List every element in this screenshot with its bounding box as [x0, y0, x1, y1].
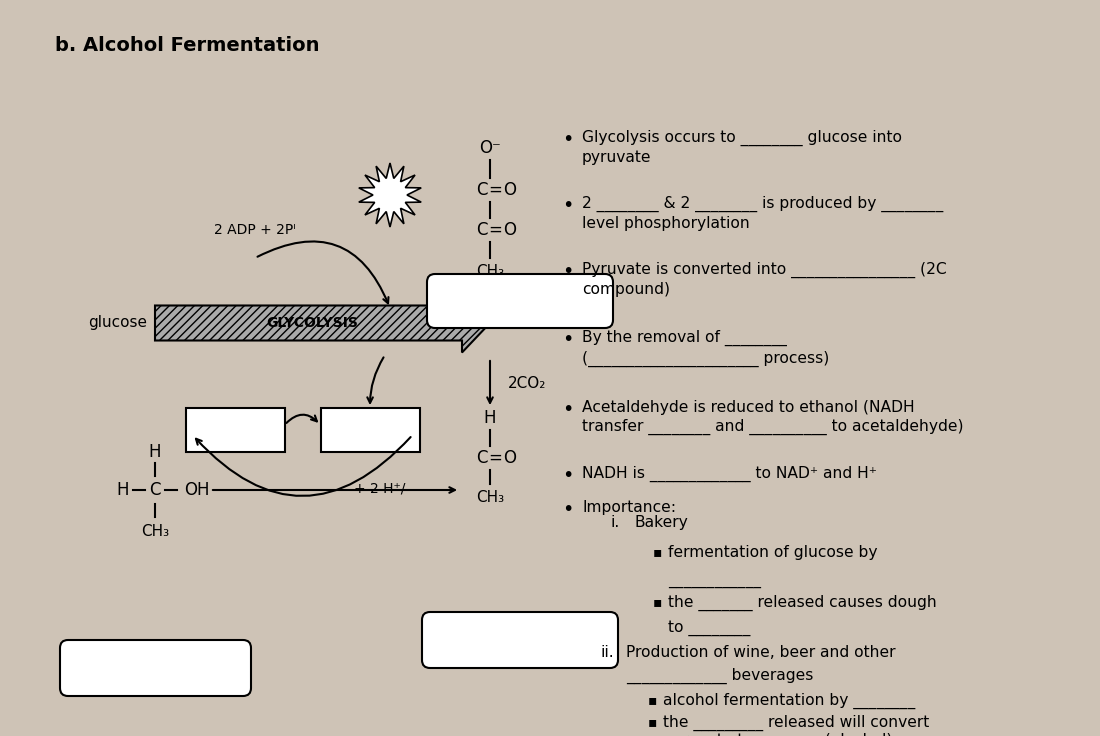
Text: H: H — [484, 409, 496, 427]
FancyBboxPatch shape — [186, 408, 285, 452]
Text: Importance:: Importance: — [582, 500, 676, 515]
Text: •: • — [562, 196, 573, 215]
Text: glucose: glucose — [88, 316, 147, 330]
Text: 2CO₂: 2CO₂ — [508, 375, 547, 391]
Text: alcohol fermentation by ________: alcohol fermentation by ________ — [663, 693, 915, 710]
Text: the _______ released causes dough: the _______ released causes dough — [668, 595, 937, 611]
Text: pyruvate to ________ (alcohol): pyruvate to ________ (alcohol) — [663, 733, 892, 736]
FancyBboxPatch shape — [320, 408, 419, 452]
Text: Acetaldehyde is reduced to ethanol (NADH
transfer ________ and __________ to ace: Acetaldehyde is reduced to ethanol (NADH… — [582, 400, 964, 436]
Text: CH₃: CH₃ — [476, 264, 504, 280]
Text: ▪: ▪ — [653, 595, 662, 609]
Text: =: = — [488, 449, 502, 467]
Text: ____________: ____________ — [668, 573, 761, 588]
FancyBboxPatch shape — [427, 274, 613, 328]
Text: C: C — [476, 221, 487, 239]
Text: ▪: ▪ — [648, 693, 658, 707]
Text: =: = — [488, 181, 502, 199]
Text: NADH is _____________ to NAD⁺ and H⁺: NADH is _____________ to NAD⁺ and H⁺ — [582, 466, 877, 482]
Text: •: • — [562, 130, 573, 149]
Text: b. Alcohol Fermentation: b. Alcohol Fermentation — [55, 36, 319, 55]
Text: the _________ released will convert: the _________ released will convert — [663, 715, 930, 731]
Text: 2 ADP + 2Pᴵ: 2 ADP + 2Pᴵ — [214, 223, 296, 237]
Text: O: O — [504, 181, 517, 199]
Text: •: • — [562, 330, 573, 349]
Text: C: C — [476, 181, 487, 199]
Text: CH₃: CH₃ — [141, 525, 169, 539]
Text: 2 ________ & 2 ________ is produced by ________
level phosphorylation: 2 ________ & 2 ________ is produced by _… — [582, 196, 944, 231]
Text: CH₃: CH₃ — [476, 490, 504, 506]
Text: C: C — [150, 481, 161, 499]
Text: Glycolysis occurs to ________ glucose into
pyruvate: Glycolysis occurs to ________ glucose in… — [582, 130, 902, 166]
Text: fermentation of glucose by: fermentation of glucose by — [668, 545, 878, 560]
Text: C: C — [476, 449, 487, 467]
Text: ▪: ▪ — [648, 715, 658, 729]
Polygon shape — [155, 294, 490, 353]
Text: i.: i. — [610, 515, 619, 530]
Text: By the removal of ________
(______________________ process): By the removal of ________ (____________… — [582, 330, 829, 367]
Text: •: • — [562, 466, 573, 485]
Text: H: H — [117, 481, 130, 499]
Text: ii.: ii. — [600, 645, 614, 660]
Text: to ________: to ________ — [668, 620, 750, 636]
Text: =: = — [488, 221, 502, 239]
Text: O: O — [504, 221, 517, 239]
Polygon shape — [359, 163, 421, 227]
Text: •: • — [562, 400, 573, 419]
FancyBboxPatch shape — [422, 612, 618, 668]
Text: Production of wine, beer and other: Production of wine, beer and other — [626, 645, 895, 660]
Text: + 2 H⁺/: + 2 H⁺/ — [354, 481, 406, 495]
Text: Bakery: Bakery — [635, 515, 689, 530]
Text: ▪: ▪ — [653, 545, 662, 559]
FancyBboxPatch shape — [60, 640, 251, 696]
Text: O⁻: O⁻ — [480, 139, 501, 157]
Text: •: • — [562, 262, 573, 281]
Text: GLYCOLYSIS: GLYCOLYSIS — [266, 316, 359, 330]
Text: Pyruvate is converted into ________________ (2C
compound): Pyruvate is converted into _____________… — [582, 262, 947, 297]
Text: •: • — [562, 500, 573, 519]
Text: _____________ beverages: _____________ beverages — [626, 668, 813, 684]
Text: H: H — [148, 443, 162, 461]
Text: O: O — [504, 449, 517, 467]
Text: OH: OH — [185, 481, 210, 499]
